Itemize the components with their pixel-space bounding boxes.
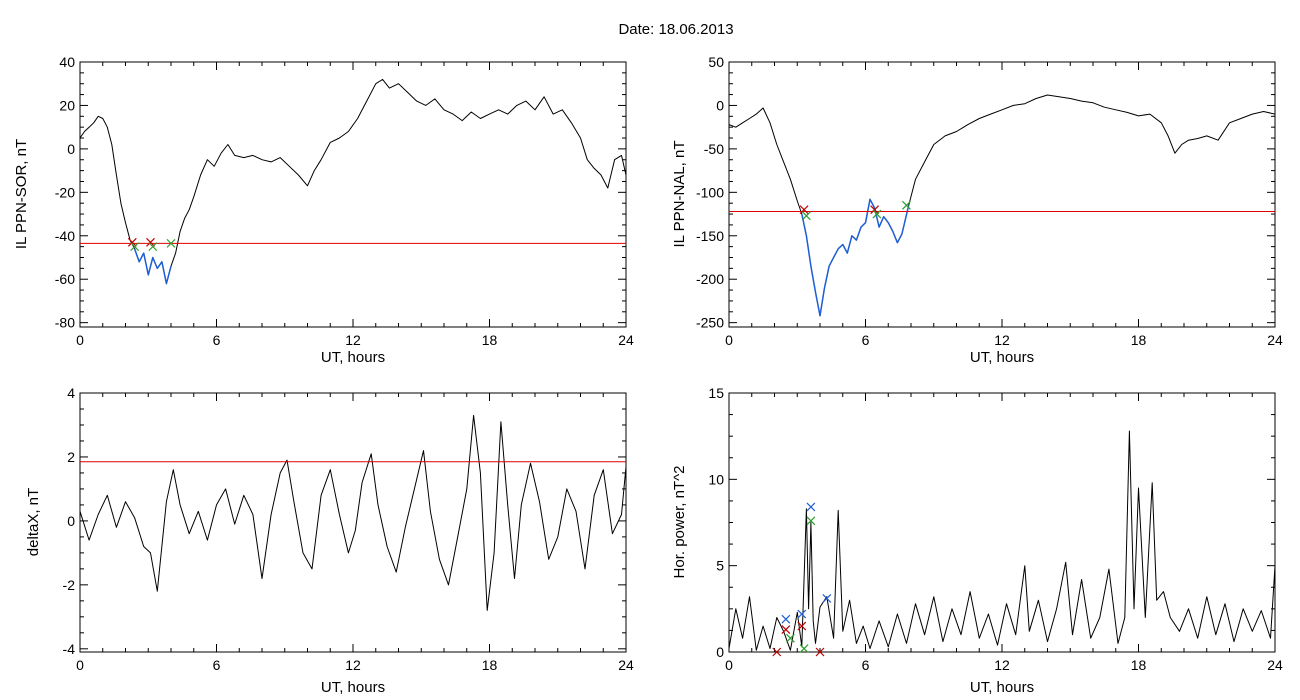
cross-marker [148, 242, 158, 252]
y-tick-label: 10 [708, 471, 724, 487]
y-tick-label: 0 [716, 97, 724, 113]
y-tick-label: 5 [716, 558, 724, 574]
data-line [79, 414, 627, 611]
cross-marker [902, 200, 911, 210]
x-tick-label: 12 [994, 332, 1010, 348]
cross-marker [870, 205, 880, 215]
y-tick-label: -150 [696, 228, 724, 244]
x-tick-label: 0 [725, 657, 733, 673]
cross-marker [799, 205, 809, 215]
cross-marker [127, 237, 137, 247]
y-axis-label: deltaX, nT [25, 488, 42, 556]
x-tick-label: 0 [76, 332, 84, 348]
y-tick-label: -40 [55, 228, 75, 244]
x-tick-label: 18 [482, 657, 498, 673]
x-tick-label: 18 [1131, 657, 1147, 673]
x-tick-label: 24 [618, 332, 634, 348]
x-tick-label: 6 [862, 657, 870, 673]
y-axis-label: IL PPN-SOR, nT [13, 139, 30, 249]
cross-marker [801, 211, 811, 221]
y-tick-label: -4 [63, 641, 76, 657]
cross-marker [146, 237, 155, 247]
cross-marker [772, 647, 782, 657]
y-tick-label: 20 [59, 97, 75, 113]
y-tick-label: 0 [716, 644, 724, 660]
y-axis-label: IL PPN-NAL, nT [671, 141, 688, 248]
y-tick-label: 50 [708, 54, 724, 70]
cross-marker [166, 238, 176, 248]
x-tick-label: 12 [345, 657, 361, 673]
x-tick-label: 24 [618, 657, 634, 673]
cross-marker [872, 209, 882, 219]
page-title: Date: 18.06.2013 [618, 21, 733, 38]
panel-ppn-sor: UT, hours IL PPN-SOR, nT 0 6 12 18 24 -80 -60 -… [13, 54, 634, 366]
x-tick-label: 12 [994, 657, 1010, 673]
y-tick-label: -50 [704, 141, 724, 157]
x-tick-label: 12 [345, 332, 361, 348]
cross-marker [786, 633, 795, 643]
highlight-segment [801, 198, 910, 317]
cross-marker [797, 609, 807, 619]
y-tick-label: 4 [67, 385, 75, 401]
y-tick-label: -100 [696, 184, 724, 200]
x-tick-label: 6 [213, 657, 221, 673]
cross-marker [130, 242, 140, 252]
x-tick-label: 0 [725, 332, 733, 348]
y-tick-label: -200 [696, 271, 724, 287]
x-axis-label: UT, hours [321, 679, 385, 696]
x-tick-label: 6 [213, 332, 221, 348]
plot-frame [79, 392, 627, 653]
cross-marker [822, 594, 832, 603]
plot-frame [728, 61, 1276, 328]
y-tick-label: -2 [63, 577, 76, 593]
cross-marker [781, 614, 791, 624]
cross-marker [781, 625, 791, 634]
data-line [79, 78, 627, 285]
data-line [728, 430, 1276, 651]
x-tick-label: 6 [862, 332, 870, 348]
y-tick-label: -80 [55, 315, 75, 331]
cross-marker [815, 647, 825, 657]
y-tick-label: -250 [696, 315, 724, 331]
panel-hor-power: UT, hours Hor. power, nT^2 0 6 12 18 24 0 5 10 1… [671, 385, 1283, 696]
y-tick-label: -20 [55, 184, 75, 200]
x-tick-label: 24 [1267, 332, 1283, 348]
data-line [728, 94, 1276, 317]
y-tick-label: -60 [55, 271, 75, 287]
cross-marker [799, 644, 809, 653]
cross-marker [806, 516, 816, 526]
highlight-segment [133, 248, 172, 285]
x-axis-label: UT, hours [970, 679, 1034, 696]
plot-frame [79, 61, 627, 328]
x-tick-label: 18 [482, 332, 498, 348]
cross-marker [806, 502, 816, 512]
panel-ppn-nal: UT, hours IL PPN-NAL, nT 0 6 12 18 24 -250 -20… [671, 54, 1283, 366]
y-tick-label: 0 [67, 513, 75, 529]
cross-marker [797, 621, 807, 631]
x-axis-label: UT, hours [321, 349, 385, 366]
y-tick-label: 2 [67, 449, 75, 465]
x-tick-label: 24 [1267, 657, 1283, 673]
x-tick-label: 18 [1131, 332, 1147, 348]
y-tick-label: 0 [67, 141, 75, 157]
x-tick-label: 0 [76, 657, 84, 673]
y-tick-label: 15 [708, 385, 724, 401]
y-tick-label: 40 [59, 54, 75, 70]
y-axis-label: Hor. power, nT^2 [671, 466, 688, 579]
x-axis-label: UT, hours [970, 349, 1034, 366]
